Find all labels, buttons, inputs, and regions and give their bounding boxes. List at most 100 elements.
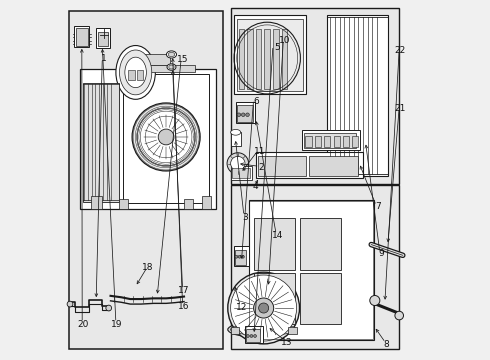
Bar <box>304 134 356 148</box>
Bar <box>231 8 399 184</box>
Circle shape <box>228 272 299 344</box>
Bar <box>76 28 88 45</box>
Bar <box>247 30 253 89</box>
Bar <box>202 196 211 209</box>
Bar <box>302 130 360 149</box>
Ellipse shape <box>167 51 176 58</box>
Bar <box>246 329 260 342</box>
Bar <box>98 32 108 46</box>
Bar <box>184 199 193 210</box>
Bar <box>352 136 358 147</box>
Circle shape <box>231 275 296 341</box>
Circle shape <box>137 108 195 166</box>
Bar <box>239 30 245 89</box>
Bar <box>234 246 248 266</box>
Text: 19: 19 <box>111 320 122 329</box>
Text: 11: 11 <box>254 147 265 156</box>
Bar <box>249 201 373 339</box>
Circle shape <box>231 156 245 171</box>
Bar <box>237 19 303 91</box>
Bar <box>300 218 342 270</box>
Bar <box>120 199 128 210</box>
Bar <box>309 156 358 176</box>
Bar <box>288 327 296 334</box>
Text: 8: 8 <box>384 340 390 349</box>
Bar <box>137 69 143 80</box>
Circle shape <box>132 103 200 171</box>
Ellipse shape <box>230 324 297 335</box>
Circle shape <box>235 255 238 258</box>
Circle shape <box>242 255 245 258</box>
Text: 18: 18 <box>143 264 154 273</box>
Ellipse shape <box>120 50 152 95</box>
Bar <box>245 326 263 343</box>
Text: 21: 21 <box>394 104 406 113</box>
Bar <box>256 30 262 89</box>
Bar <box>91 196 101 209</box>
Circle shape <box>254 298 274 318</box>
Text: 16: 16 <box>178 302 190 311</box>
Text: 10: 10 <box>279 36 290 45</box>
Circle shape <box>395 311 403 320</box>
Circle shape <box>370 296 380 306</box>
Text: 13: 13 <box>280 338 292 347</box>
Text: 9: 9 <box>378 249 384 258</box>
Text: 20: 20 <box>77 320 89 329</box>
Ellipse shape <box>167 64 176 70</box>
Text: 1: 1 <box>100 54 106 63</box>
Bar <box>231 132 241 146</box>
Circle shape <box>237 113 241 117</box>
Ellipse shape <box>169 65 174 69</box>
Bar <box>254 218 295 270</box>
Circle shape <box>259 303 269 313</box>
Text: 17: 17 <box>178 286 190 295</box>
Bar <box>69 12 223 348</box>
Text: 12: 12 <box>236 303 247 312</box>
Bar <box>343 136 349 147</box>
Circle shape <box>250 334 253 337</box>
Bar <box>236 102 255 123</box>
Bar <box>232 168 250 178</box>
Ellipse shape <box>231 130 241 135</box>
Circle shape <box>242 113 245 117</box>
Bar <box>334 136 341 147</box>
Text: 14: 14 <box>271 231 283 240</box>
Bar <box>324 136 330 147</box>
Text: 22: 22 <box>394 46 406 55</box>
Text: 2: 2 <box>258 163 264 172</box>
Bar <box>141 54 170 65</box>
Bar <box>248 200 374 339</box>
Bar <box>282 30 287 89</box>
Bar <box>96 28 110 48</box>
Circle shape <box>106 305 112 311</box>
Ellipse shape <box>125 57 147 87</box>
Bar <box>235 250 246 265</box>
Bar <box>231 166 252 180</box>
Circle shape <box>254 334 256 337</box>
Ellipse shape <box>168 52 175 57</box>
Bar <box>273 30 279 89</box>
Circle shape <box>67 301 73 307</box>
Circle shape <box>238 255 241 258</box>
Text: 4: 4 <box>253 182 259 191</box>
Circle shape <box>227 153 248 174</box>
Text: 5: 5 <box>274 43 280 52</box>
Text: 6: 6 <box>253 96 259 105</box>
Text: 15: 15 <box>176 55 188 64</box>
Bar <box>74 26 89 47</box>
Bar <box>315 136 321 147</box>
Bar <box>256 152 364 178</box>
Bar <box>80 69 216 209</box>
Bar <box>234 15 306 94</box>
Circle shape <box>158 129 174 145</box>
Bar <box>237 105 253 122</box>
Bar <box>327 15 389 176</box>
Bar <box>254 273 295 324</box>
Bar <box>305 136 312 147</box>
Bar <box>265 30 270 89</box>
Ellipse shape <box>228 321 299 338</box>
Bar <box>128 69 135 80</box>
Circle shape <box>246 334 249 337</box>
Ellipse shape <box>116 45 155 99</box>
Bar <box>123 74 209 203</box>
